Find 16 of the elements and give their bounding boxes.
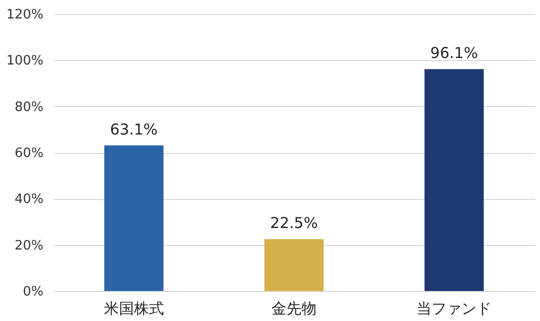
data-label: 63.1% (110, 120, 158, 138)
data-label: 96.1% (430, 44, 478, 62)
y-tick-label: 20% (14, 238, 44, 254)
bar (424, 69, 484, 291)
y-tick-label: 60% (14, 146, 44, 161)
y-tick-label: 0% (22, 284, 44, 300)
x-tick-label: 当ファンド (416, 300, 492, 318)
y-tick-label: 80% (14, 100, 44, 115)
data-label: 22.5% (270, 214, 318, 232)
y-tick-label: 100% (6, 54, 44, 69)
bar (104, 145, 164, 291)
bar (264, 239, 324, 291)
y-tick-label: 120% (6, 8, 44, 22)
x-tick-label: 米国株式 (104, 300, 164, 318)
x-tick-label: 金先物 (272, 300, 316, 318)
y-tick-label: 40% (14, 192, 44, 208)
